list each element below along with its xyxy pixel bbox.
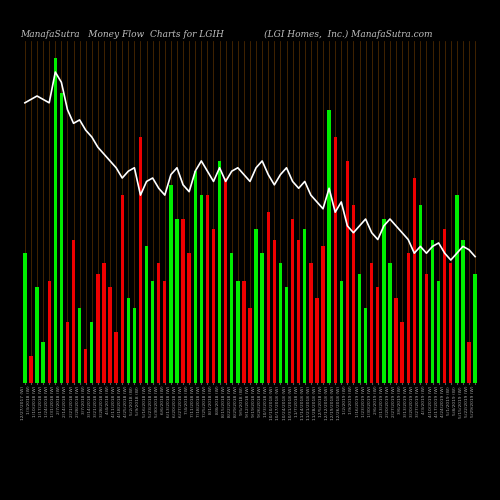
Bar: [279, 264, 282, 383]
Bar: [474, 274, 477, 383]
Bar: [334, 137, 337, 383]
Bar: [126, 298, 130, 383]
Bar: [42, 342, 45, 383]
Bar: [382, 219, 386, 383]
Bar: [242, 280, 246, 383]
Bar: [114, 332, 118, 383]
Bar: [36, 288, 38, 383]
Bar: [96, 274, 100, 383]
Bar: [163, 280, 166, 383]
Bar: [309, 264, 312, 383]
Bar: [352, 206, 355, 383]
Bar: [182, 219, 184, 383]
Bar: [266, 212, 270, 383]
Bar: [406, 253, 410, 383]
Bar: [394, 298, 398, 383]
Bar: [78, 308, 82, 383]
Bar: [194, 171, 197, 383]
Bar: [248, 308, 252, 383]
Bar: [400, 322, 404, 383]
Bar: [260, 253, 264, 383]
Bar: [218, 161, 222, 383]
Bar: [157, 264, 160, 383]
Bar: [388, 264, 392, 383]
Bar: [145, 246, 148, 383]
Bar: [48, 280, 51, 383]
Bar: [328, 110, 331, 383]
Bar: [224, 178, 228, 383]
Bar: [370, 264, 374, 383]
Bar: [66, 322, 69, 383]
Bar: [443, 230, 446, 383]
Bar: [84, 349, 87, 383]
Bar: [272, 240, 276, 383]
Bar: [449, 264, 452, 383]
Bar: [236, 280, 240, 383]
Bar: [316, 298, 318, 383]
Bar: [297, 240, 300, 383]
Bar: [340, 280, 343, 383]
Bar: [346, 161, 349, 383]
Bar: [418, 206, 422, 383]
Bar: [108, 288, 112, 383]
Bar: [54, 58, 57, 383]
Bar: [139, 137, 142, 383]
Bar: [254, 230, 258, 383]
Bar: [206, 195, 209, 383]
Bar: [412, 178, 416, 383]
Bar: [90, 322, 94, 383]
Bar: [468, 342, 470, 383]
Bar: [291, 219, 294, 383]
Bar: [132, 308, 136, 383]
Bar: [285, 288, 288, 383]
Bar: [462, 240, 464, 383]
Bar: [431, 240, 434, 383]
Bar: [322, 246, 324, 383]
Bar: [60, 92, 63, 383]
Bar: [30, 356, 32, 383]
Bar: [364, 308, 368, 383]
Bar: [23, 253, 26, 383]
Bar: [437, 280, 440, 383]
Bar: [455, 195, 458, 383]
Bar: [72, 240, 75, 383]
Bar: [212, 230, 215, 383]
Bar: [120, 195, 124, 383]
Bar: [176, 219, 178, 383]
Bar: [188, 253, 191, 383]
Bar: [102, 264, 106, 383]
Bar: [303, 230, 306, 383]
Bar: [425, 274, 428, 383]
Bar: [358, 274, 361, 383]
Bar: [376, 288, 380, 383]
Bar: [169, 185, 172, 383]
Bar: [230, 253, 234, 383]
Bar: [151, 280, 154, 383]
Bar: [200, 195, 203, 383]
Text: ManafaSutra   Money Flow  Charts for LGIH              (LGI Homes,  Inc.) Manafa: ManafaSutra Money Flow Charts for LGIH (…: [20, 30, 432, 39]
